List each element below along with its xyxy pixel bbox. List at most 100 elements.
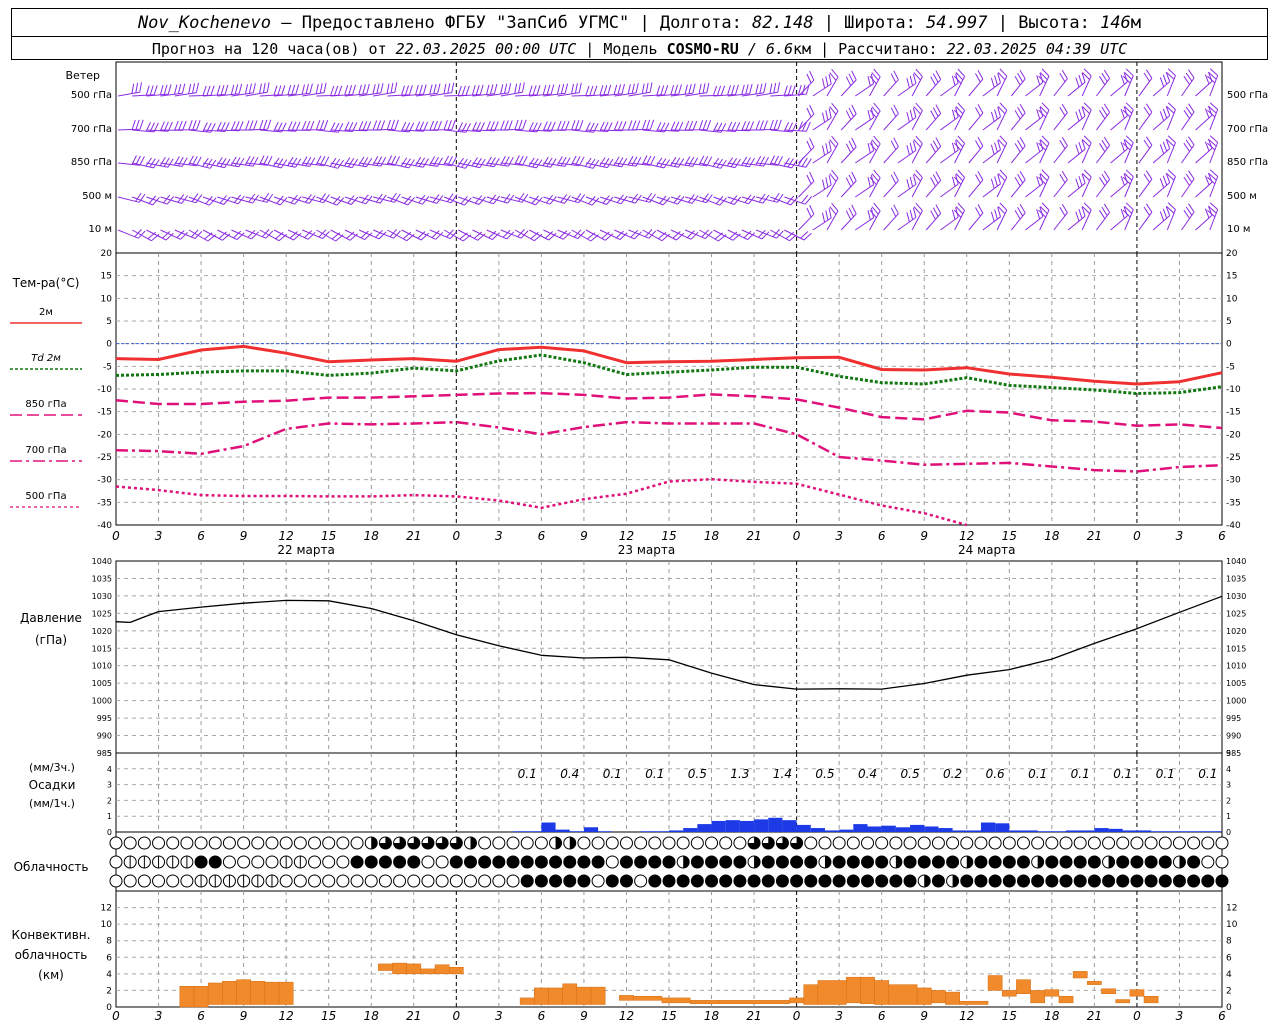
provider-text: – Предоставлено ФГБУ "ЗапСиб УГМС" | Дол…	[271, 13, 753, 33]
cloud-symbol	[393, 855, 407, 869]
cloud-symbol	[804, 874, 818, 888]
precip-bar	[697, 824, 712, 832]
cloud-symbol	[208, 855, 222, 869]
series-line	[115, 391, 1223, 430]
pressure-panel: Давление (гПа)	[20, 595, 1223, 690]
cloud-symbol-mark	[776, 837, 789, 849]
wind-barb	[996, 169, 1008, 198]
cloud-symbol	[719, 874, 733, 888]
wind-barb	[174, 82, 199, 97]
precip-tick-left: 1	[107, 812, 112, 821]
cloud-symbol	[152, 836, 166, 850]
wind-barb	[1152, 139, 1171, 164]
wind-barb	[1096, 136, 1111, 164]
wind-barb	[925, 204, 942, 231]
cloud-symbol	[917, 855, 931, 869]
precip-3h-label: 0.1	[645, 767, 664, 781]
conv-bar	[959, 1000, 989, 1005]
wind-barb	[132, 121, 159, 133]
conv-title-1: Конвективн.	[12, 928, 91, 942]
wind-barb	[670, 120, 698, 131]
wind-barb	[642, 121, 670, 133]
precip-bar	[810, 828, 825, 832]
wind-barb	[883, 171, 899, 198]
x-temp-tick: 15	[661, 529, 676, 543]
wind-barb	[883, 70, 899, 97]
wind-barb	[755, 229, 784, 239]
wind-barb	[146, 84, 172, 97]
wind-barb	[500, 155, 528, 166]
cloud-symbol	[123, 874, 137, 888]
conv-tick-right: 8	[1226, 937, 1232, 947]
cloud-symbol	[1116, 836, 1130, 850]
cloud-symbol	[378, 855, 392, 869]
cloud-symbol	[705, 836, 719, 850]
wind-barb	[869, 102, 881, 131]
header-line-2: Прогноз на 120 часа(ов) от 22.03.2025 00…	[12, 36, 1267, 61]
wind-barb	[741, 83, 767, 97]
press-tick-right: 1025	[1226, 609, 1246, 618]
press-tick-left: 1000	[92, 697, 112, 706]
cloud-symbol	[1116, 874, 1130, 888]
cloud-symbol	[1102, 874, 1116, 888]
precip-tick-right: 1	[1226, 812, 1231, 821]
cloud-symbol	[1031, 874, 1045, 888]
pressure-series	[115, 595, 1223, 690]
pressure-unit: (гПа)	[35, 633, 67, 647]
wind-barb	[387, 195, 415, 206]
cloud-symbol	[1172, 874, 1186, 888]
cloud-symbol	[605, 855, 619, 869]
wind-barb	[614, 83, 639, 97]
wind-barb	[429, 82, 455, 97]
wind-barb	[486, 229, 515, 240]
wind-barb	[1067, 72, 1086, 97]
cloud-symbol	[832, 874, 846, 888]
precip-bar	[924, 826, 939, 832]
cloud-symbol	[1059, 836, 1073, 850]
wind-barb	[1067, 206, 1086, 231]
conv-bar	[874, 980, 890, 1005]
cloud-symbol	[1059, 855, 1073, 869]
conv-bar	[562, 983, 578, 1005]
press-tick-left: 1035	[92, 574, 112, 583]
conv-bar	[845, 976, 861, 1004]
cloud-symbol	[889, 874, 903, 888]
wind-barb	[245, 192, 274, 203]
wind-barb	[1152, 106, 1171, 131]
precip-bar	[527, 831, 542, 832]
cloud-symbol	[435, 874, 449, 888]
cloud-symbol-mark	[450, 837, 463, 849]
cloud-symbol	[733, 836, 747, 850]
wind-barb	[1025, 106, 1044, 131]
precip-tick-left: 2	[107, 796, 112, 805]
wind-barb	[911, 135, 923, 164]
cloud-symbol	[733, 874, 747, 888]
wind-barb	[514, 85, 541, 97]
cloud-symbol	[662, 855, 676, 869]
cloud-symbol	[577, 874, 591, 888]
wind-barb	[1181, 69, 1195, 97]
cloud-symbol-mark	[924, 875, 931, 887]
wind-barb	[401, 156, 429, 168]
cloud-symbol	[520, 836, 534, 850]
precip-bar	[1009, 830, 1024, 832]
wind-barb	[373, 155, 401, 166]
precip-bar	[640, 831, 655, 832]
temp-tick-left: -15	[97, 408, 112, 418]
wind-barb	[713, 157, 741, 169]
conv-bar	[1101, 988, 1116, 994]
forecast-start: 22.03.2025 00:00 UTC	[395, 40, 577, 58]
cloud-symbol	[393, 874, 407, 888]
press-tick-left: 985	[97, 749, 112, 758]
cloud-title: Облачность	[14, 860, 89, 874]
cloud-symbol	[492, 874, 506, 888]
wind-barb	[784, 194, 812, 205]
wind-barb	[1166, 169, 1176, 198]
wind-barb	[231, 155, 259, 167]
precipitation-panel: (мм/3ч.) Осадки (мм/1ч.) 0.1 0.4 0.1 0.1 0.5…	[29, 761, 1222, 832]
wind-barb	[117, 119, 144, 131]
press-tick-right: 1035	[1226, 574, 1246, 583]
cloud-symbol	[123, 836, 137, 850]
press-tick-right: 1015	[1226, 644, 1246, 653]
cloud-symbol	[1172, 836, 1186, 850]
